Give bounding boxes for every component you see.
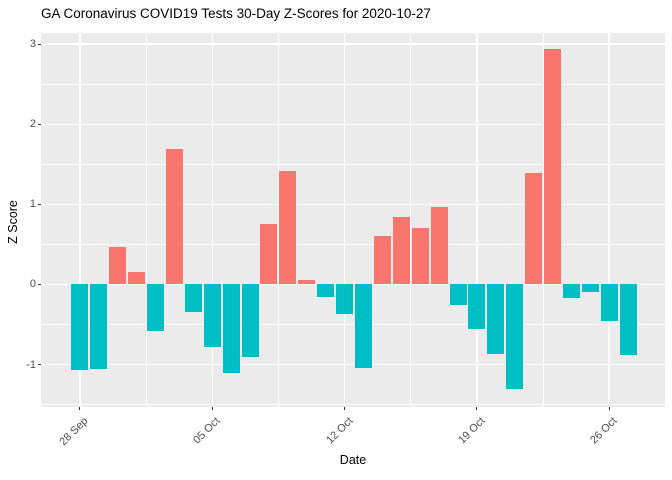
x-axis-tick bbox=[344, 407, 346, 410]
gridline-x-major bbox=[79, 33, 81, 407]
x-tick-label: 19 Oct bbox=[455, 415, 488, 447]
bar bbox=[222, 284, 240, 373]
gridline-y-minor bbox=[41, 324, 665, 325]
bar bbox=[90, 284, 108, 370]
bar bbox=[544, 49, 562, 285]
gridline-y-minor bbox=[41, 83, 665, 85]
bar bbox=[525, 173, 543, 285]
bar bbox=[449, 284, 467, 306]
y-tick-label: 1 bbox=[29, 198, 36, 211]
bar bbox=[241, 284, 259, 358]
bar bbox=[336, 284, 354, 315]
x-axis-tick bbox=[608, 407, 610, 410]
gridline-x-major bbox=[211, 33, 213, 407]
bar bbox=[468, 284, 486, 329]
x-axis-tick bbox=[476, 407, 478, 410]
y-tick-label: -1 bbox=[26, 358, 36, 371]
bar bbox=[279, 170, 297, 285]
x-tick-label: 28 Sep bbox=[57, 415, 91, 449]
x-axis-title: Date bbox=[339, 453, 367, 467]
y-tick-label: 0 bbox=[29, 278, 36, 291]
bar bbox=[109, 246, 127, 285]
gridline-y-major bbox=[41, 203, 665, 206]
bar bbox=[506, 284, 524, 390]
gridline-x-minor bbox=[410, 33, 412, 407]
gridline-x-major bbox=[608, 33, 610, 407]
x-tick-label: 12 Oct bbox=[323, 415, 356, 447]
y-tick-label: 2 bbox=[29, 118, 36, 131]
y-axis-tick bbox=[38, 364, 41, 366]
bar bbox=[184, 284, 202, 313]
bar bbox=[487, 284, 505, 355]
gridline-y-minor bbox=[41, 244, 665, 245]
bar bbox=[71, 284, 89, 371]
x-axis-tick bbox=[211, 407, 213, 410]
bar bbox=[562, 284, 580, 299]
gridline-x-minor bbox=[145, 33, 147, 407]
gridline-y-major bbox=[41, 43, 665, 45]
bar bbox=[260, 224, 278, 285]
gridline-y-major bbox=[41, 363, 665, 366]
bar bbox=[128, 271, 146, 285]
x-tick-label: 26 Oct bbox=[588, 415, 620, 447]
bar bbox=[354, 284, 372, 368]
y-axis-tick bbox=[38, 123, 41, 125]
x-tick-label: 05 Oct bbox=[191, 415, 223, 447]
bar bbox=[430, 206, 448, 285]
gridline-y-minor bbox=[41, 163, 665, 165]
bar bbox=[600, 284, 618, 322]
bar bbox=[147, 284, 165, 331]
y-axis-tick bbox=[38, 203, 41, 205]
gridline-y-major bbox=[41, 123, 665, 126]
gridline-x-minor bbox=[278, 33, 279, 407]
gridline-x-major bbox=[476, 33, 478, 407]
x-axis-tick bbox=[79, 407, 81, 410]
gridline-x-minor bbox=[542, 33, 544, 407]
y-tick-label: 3 bbox=[29, 38, 36, 51]
bar bbox=[165, 149, 183, 285]
bar bbox=[581, 284, 599, 293]
gridline-x-major bbox=[343, 33, 346, 407]
gridline-y-minor bbox=[41, 404, 665, 405]
bar bbox=[203, 284, 221, 347]
y-axis-tick bbox=[38, 43, 41, 45]
bar bbox=[619, 284, 637, 355]
bar bbox=[392, 217, 410, 285]
chart-title: GA Coronavirus COVID19 Tests 30-Day Z-Sc… bbox=[41, 6, 431, 21]
plot-panel bbox=[41, 33, 665, 407]
bar bbox=[373, 236, 391, 285]
bar bbox=[298, 280, 316, 285]
bar bbox=[317, 284, 335, 298]
y-axis-tick bbox=[38, 283, 41, 285]
bar bbox=[411, 228, 429, 285]
